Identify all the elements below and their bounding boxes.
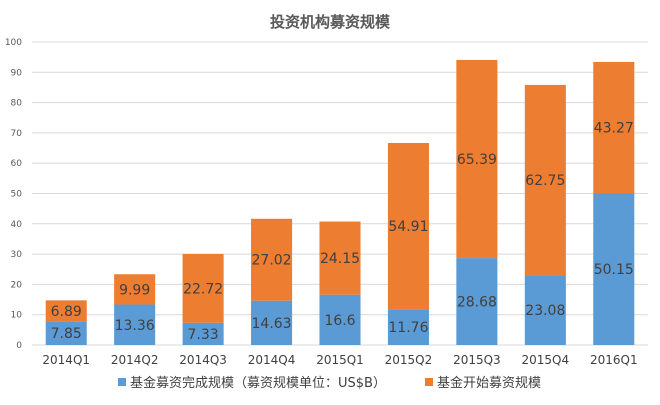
bar-segment xyxy=(251,218,293,301)
y-tick-label: 0 xyxy=(16,341,22,351)
data-label: 28.68 xyxy=(457,295,497,311)
bar-segment xyxy=(456,258,498,345)
bar-segment xyxy=(387,142,429,310)
y-tick-label: 100 xyxy=(5,38,22,48)
data-label: 11.76 xyxy=(388,320,428,336)
x-tick-label: 2016Q1 xyxy=(590,353,638,367)
legend-swatch-completed xyxy=(118,378,126,386)
data-label: 7.33 xyxy=(188,327,219,343)
data-label: 27.02 xyxy=(252,253,292,269)
y-tick-label: 60 xyxy=(11,159,23,169)
bar-segment xyxy=(251,300,293,345)
x-tick-label: 2015Q3 xyxy=(453,353,501,367)
y-tick-label: 70 xyxy=(11,129,23,139)
legend: 基金募资完成规模（募资规模单位：US$B） 基金开始募资规模 xyxy=(118,375,541,391)
data-label: 65.39 xyxy=(457,152,497,168)
y-tick-label: 80 xyxy=(11,99,23,109)
y-tick-label: 40 xyxy=(11,220,23,230)
x-tick-label: 2015Q4 xyxy=(522,353,570,367)
x-tick-label: 2014Q3 xyxy=(179,353,227,367)
data-label: 14.63 xyxy=(252,316,292,332)
y-tick-label: 10 xyxy=(11,311,23,321)
chart-title: 投资机构募资规模 xyxy=(270,13,391,31)
y-tick-label: 90 xyxy=(11,68,23,78)
legend-label-started: 基金开始募资规模 xyxy=(437,375,541,391)
legend-label-completed: 基金募资完成规模（募资规模单位：US$B） xyxy=(130,375,386,391)
y-tick-label: 30 xyxy=(11,250,23,260)
x-tick-label: 2015Q1 xyxy=(316,353,364,367)
bar-segment xyxy=(524,84,566,276)
bar-segment xyxy=(182,253,224,323)
bar-segment xyxy=(524,275,566,345)
y-axis-ticks: 0 10 20 30 40 50 60 70 80 90 100 xyxy=(5,38,22,351)
bar-segment xyxy=(114,274,156,305)
bar-segment xyxy=(114,304,156,345)
data-label: 16.6 xyxy=(324,313,355,329)
bar-segment xyxy=(387,309,429,345)
data-label: 50.15 xyxy=(594,262,634,278)
bar-series: 7.85 6.89 13.36 9.99 7.33 22.72 14.63 27.02 16.6… xyxy=(45,59,635,345)
bar-segment xyxy=(456,59,498,259)
x-tick-label: 2014Q2 xyxy=(111,353,159,367)
legend-swatch-started xyxy=(425,378,433,386)
x-tick-label: 2014Q4 xyxy=(248,353,296,367)
data-label: 23.08 xyxy=(525,303,565,319)
bar-segment xyxy=(593,193,635,345)
x-axis-labels: 2014Q1 2014Q2 2014Q3 2014Q4 2015Q1 2015Q2 2015… xyxy=(42,353,637,367)
data-label: 22.72 xyxy=(183,281,223,297)
y-tick-label: 50 xyxy=(11,190,23,200)
data-label: 24.15 xyxy=(320,251,360,267)
data-label: 62.75 xyxy=(525,173,565,189)
bar-segment xyxy=(319,221,361,295)
x-tick-label: 2015Q2 xyxy=(385,353,433,367)
y-tick-label: 20 xyxy=(11,280,23,290)
data-label: 54.91 xyxy=(388,219,428,235)
x-tick-label: 2014Q1 xyxy=(42,353,90,367)
data-label: 7.85 xyxy=(51,326,82,342)
bar-segment xyxy=(593,61,635,194)
bar-segment xyxy=(45,321,87,345)
bar-segment xyxy=(182,322,224,345)
data-label: 9.99 xyxy=(119,282,150,298)
data-label: 13.36 xyxy=(115,318,155,334)
bar-segment xyxy=(45,300,87,322)
bar-segment xyxy=(319,294,361,345)
data-label: 6.89 xyxy=(51,304,82,320)
data-label: 43.27 xyxy=(594,120,634,136)
